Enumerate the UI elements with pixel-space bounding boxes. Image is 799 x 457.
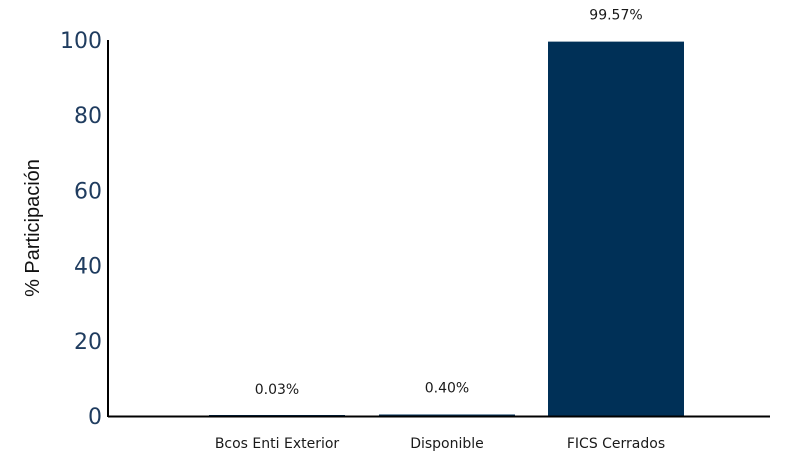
y-tick-label-0: 0 [88, 405, 102, 430]
y-axis-ticks: 0 20 40 60 80 100 [60, 29, 102, 430]
y-tick-label-40: 40 [74, 255, 102, 280]
bar-fics-cerrados [548, 41, 684, 417]
y-tick-label-20: 20 [74, 330, 102, 355]
bars [209, 41, 684, 417]
y-tick-label-100: 100 [60, 29, 102, 54]
x-tick-label-fics-cerrados: FICS Cerrados [567, 436, 665, 452]
x-tick-label-bcos-enti-exterior: Bcos Enti Exterior [215, 436, 340, 452]
y-tick-label-60: 60 [74, 179, 102, 204]
data-label-bcos-enti-exterior: 0.03% [255, 382, 299, 398]
data-label-disponible: 0.40% [425, 380, 469, 396]
y-axis-label: % Participación [22, 159, 44, 297]
bar-disponible [379, 414, 515, 416]
x-tick-label-disponible: Disponible [410, 436, 484, 452]
y-tick-label-80: 80 [74, 104, 102, 129]
data-labels: 0.03% 0.40% 99.57% [255, 8, 643, 398]
data-label-fics-cerrados: 99.57% [589, 8, 642, 24]
axes [107, 40, 770, 418]
x-axis-ticks: Bcos Enti Exterior Disponible FICS Cerrado… [215, 436, 665, 452]
